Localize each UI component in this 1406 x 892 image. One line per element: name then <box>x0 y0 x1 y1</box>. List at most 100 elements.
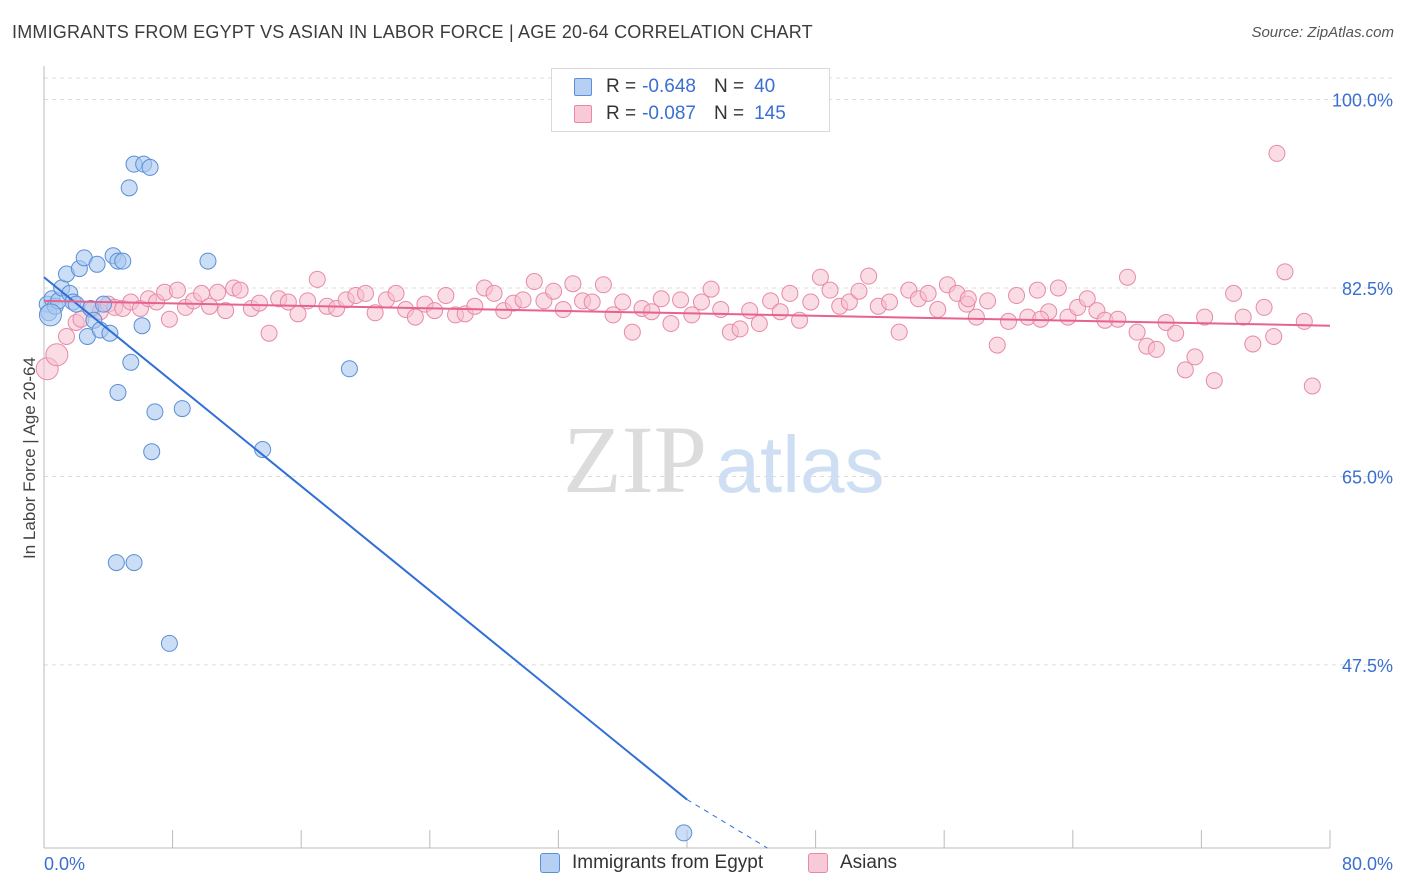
asian-point <box>514 291 532 309</box>
watermark-atlas: atlas <box>716 420 885 509</box>
legend-r-value: -0.648 <box>642 76 696 97</box>
asian-point <box>1186 348 1204 366</box>
egypt-point <box>141 158 159 176</box>
asian-point <box>58 327 76 345</box>
asian-point <box>672 291 690 309</box>
asian-point <box>840 293 858 311</box>
legend-row-asians: R = -0.087 N = 145 <box>574 102 786 126</box>
chart-source: Source: ZipAtlas.com <box>1251 24 1394 41</box>
asian-point <box>554 301 572 319</box>
egypt-point <box>143 443 161 461</box>
asian-point <box>250 294 268 312</box>
asian-point <box>1109 310 1127 328</box>
tick-labels: 100.0% 82.5% 65.0% 47.5% 0.0% 80.0% <box>44 91 1393 874</box>
legend-item-egypt[interactable]: Immigrants from Egypt <box>540 852 763 874</box>
asian-point <box>525 273 543 291</box>
y-tick-label: 82.5% <box>1342 279 1393 299</box>
egypt-point <box>146 403 164 421</box>
correlation-legend: R = -0.648 N = 40 R = -0.087 N = 145 <box>551 68 830 132</box>
asian-point <box>485 284 503 302</box>
egypt-point <box>94 295 112 313</box>
egypt-trend-line <box>43 276 688 801</box>
legend-n-value: 40 <box>754 76 776 97</box>
egypt-point <box>340 360 358 378</box>
asian-point <box>426 302 444 320</box>
asian-point <box>702 280 720 298</box>
asian-point <box>988 336 1006 354</box>
trend-lines <box>43 276 1331 849</box>
egypt-point <box>88 255 106 273</box>
egypt-point <box>125 554 143 572</box>
y-axis-label: In Labor Force | Age 20-64 <box>20 357 39 559</box>
axes <box>43 66 1331 849</box>
asian-point <box>1268 144 1286 162</box>
asian-point <box>201 297 219 315</box>
watermark-zip: ZIP <box>563 406 707 513</box>
chart-title: IMMIGRANTS FROM EGYPT VS ASIAN IN LABOR … <box>12 22 813 42</box>
legend-r-label: R = <box>606 103 637 124</box>
y-tick-label: 100.0% <box>1332 91 1393 111</box>
series-legend: Immigrants from Egypt Asians <box>0 852 1406 878</box>
asian-point <box>1128 323 1146 341</box>
asian-point <box>890 323 908 341</box>
asian-point <box>712 301 730 319</box>
legend-swatch-egypt <box>574 78 592 96</box>
egypt-point <box>173 400 191 418</box>
legend-item-asians[interactable]: Asians <box>808 852 897 874</box>
y-tick-label: 47.5% <box>1342 656 1393 676</box>
asian-point <box>466 297 484 315</box>
asian-point <box>821 281 839 299</box>
asian-point <box>850 282 868 300</box>
asian-point <box>919 284 937 302</box>
legend-r-value: -0.087 <box>642 103 696 124</box>
asian-point <box>614 293 632 311</box>
egypt-point <box>133 317 151 335</box>
legend-label-asians: Asians <box>840 852 898 873</box>
legend-n-label: N = <box>713 103 745 124</box>
series-asians <box>35 144 1321 395</box>
egypt-point <box>160 634 178 652</box>
legend-swatch-asians <box>808 853 828 873</box>
legend-swatch-asians <box>574 105 592 123</box>
asian-point <box>1276 263 1294 281</box>
asian-point <box>967 308 985 326</box>
asian-point <box>731 320 749 338</box>
egypt-point <box>122 353 140 371</box>
egypt-point <box>120 179 138 197</box>
asian-point <box>683 306 701 324</box>
asian-point <box>1118 268 1136 286</box>
egypt-point <box>101 324 119 342</box>
legend-n-value: 145 <box>754 103 786 124</box>
x-tick-label: 0.0% <box>44 854 85 874</box>
asian-point <box>979 292 997 310</box>
asian-point <box>750 315 768 333</box>
asian-point <box>1295 312 1313 330</box>
asian-point <box>437 287 455 305</box>
legend-r-label: R = <box>606 76 637 97</box>
asian-point <box>1234 308 1252 326</box>
y-tick-label: 65.0% <box>1342 467 1393 487</box>
asian-point <box>406 308 424 326</box>
egypt-point <box>109 383 127 401</box>
legend-row-egypt: R = -0.648 N = 40 <box>574 75 775 99</box>
asian-point <box>357 284 374 302</box>
egypt-trend-extension <box>686 799 768 849</box>
asian-point <box>881 293 899 311</box>
asian-point <box>692 293 710 311</box>
asian-point <box>811 268 829 286</box>
asian-point <box>308 270 326 288</box>
asian-point <box>1078 290 1096 308</box>
asian-point <box>623 323 641 341</box>
asian-point <box>929 301 947 319</box>
asian-point <box>231 281 249 299</box>
series-egypt <box>38 155 693 842</box>
asian-point <box>781 284 799 302</box>
asian-point <box>545 282 563 300</box>
asian-point <box>762 292 780 310</box>
asian-point <box>1000 312 1017 330</box>
asian-point <box>1167 324 1185 342</box>
asian-point <box>594 276 612 294</box>
legend-n-label: N = <box>713 76 745 97</box>
asian-point <box>1244 335 1262 353</box>
